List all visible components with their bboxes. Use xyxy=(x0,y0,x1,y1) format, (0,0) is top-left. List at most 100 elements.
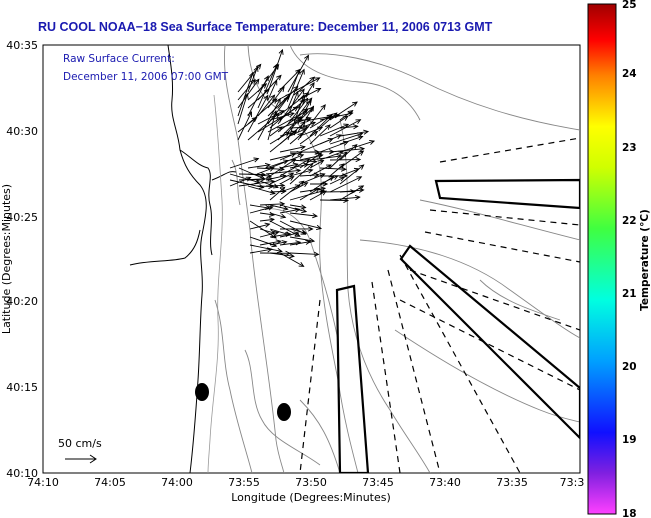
current-vector xyxy=(339,125,358,129)
current-vector-head xyxy=(271,98,278,104)
current-vector xyxy=(329,151,348,169)
current-vector-head xyxy=(276,117,283,123)
current-vector xyxy=(329,176,345,185)
current-vector xyxy=(259,231,279,238)
current-vector-head xyxy=(264,204,271,211)
current-vector-head xyxy=(307,226,314,232)
current-vector xyxy=(256,185,274,188)
current-vector-head xyxy=(277,126,283,132)
current-vector-head xyxy=(271,242,278,248)
current-vector xyxy=(229,173,260,184)
current-vector xyxy=(289,169,313,177)
current-vector xyxy=(229,158,259,169)
current-vector xyxy=(237,117,257,133)
current-vector-head xyxy=(331,112,338,118)
y-tick: 40:10 xyxy=(6,467,38,480)
current-vector-head xyxy=(352,101,358,107)
current-vector xyxy=(237,111,252,141)
current-vector-head xyxy=(315,87,322,93)
current-vector-head xyxy=(282,205,289,211)
current-vector xyxy=(289,163,309,169)
current-vector xyxy=(247,173,272,177)
current-vector xyxy=(269,241,287,246)
current-vector xyxy=(309,114,340,121)
current-vector-head xyxy=(327,137,334,143)
current-vector-head xyxy=(294,207,301,213)
current-vector-head xyxy=(258,184,265,190)
current-vector xyxy=(339,164,364,185)
current-vector xyxy=(237,79,260,109)
current-vector-head xyxy=(276,248,283,254)
current-vector-head xyxy=(268,183,275,189)
current-vector xyxy=(279,99,305,121)
current-vector-head xyxy=(300,94,305,101)
current-vector xyxy=(265,175,286,181)
colorbar-tick: 22 xyxy=(622,215,637,227)
current-vector xyxy=(279,153,296,161)
current-vector xyxy=(259,203,285,206)
current-vector-head xyxy=(272,63,278,70)
current-vector-head xyxy=(264,222,271,228)
current-vector-head xyxy=(279,166,285,172)
current-vector xyxy=(299,107,314,121)
current-vector-head xyxy=(261,83,268,89)
current-vector xyxy=(299,152,322,169)
current-vector xyxy=(279,180,304,201)
current-vector-head xyxy=(347,111,354,117)
current-vector-head xyxy=(253,65,259,72)
current-vector xyxy=(247,185,275,194)
annotation-line-2: December 11, 2006 07:00 GMT xyxy=(63,71,229,83)
x-tick: 73:55 xyxy=(228,476,260,489)
current-vector xyxy=(299,131,318,145)
current-vector xyxy=(249,223,270,230)
y-tick: 40:35 xyxy=(6,39,38,52)
current-vector xyxy=(277,77,320,101)
current-vector xyxy=(257,64,278,109)
current-vector-head xyxy=(273,230,280,236)
current-vector-head xyxy=(306,99,312,106)
current-vector xyxy=(247,66,258,93)
current-vector xyxy=(256,167,274,175)
annotation-line-1: Raw Surface Current: xyxy=(63,53,175,65)
current-vector xyxy=(237,72,254,117)
current-vector xyxy=(309,114,332,129)
current-vector-head xyxy=(316,152,323,158)
current-vector-head xyxy=(310,121,317,127)
current-vector xyxy=(339,135,363,145)
current-vector-head xyxy=(309,76,316,82)
map-layers xyxy=(43,45,580,473)
current-vector-head xyxy=(304,54,309,61)
current-vector-head xyxy=(359,146,366,152)
station-marker xyxy=(195,383,209,401)
current-vector xyxy=(339,110,353,121)
current-vector-head xyxy=(316,224,323,230)
current-vector-head xyxy=(339,163,345,169)
colorbar-tick: 19 xyxy=(622,434,637,446)
current-vector-head xyxy=(280,188,287,195)
current-vector-head xyxy=(266,173,272,179)
current-vector-head xyxy=(342,140,349,146)
current-vector xyxy=(279,241,301,246)
colorbar-tick: 18 xyxy=(622,508,637,518)
y-axis-label: Latitude (Degrees:Minutes) xyxy=(0,184,13,334)
scale-arrow xyxy=(65,454,97,464)
current-vector-head xyxy=(268,166,275,172)
current-vector-head xyxy=(314,77,321,83)
current-vector-head xyxy=(357,135,364,141)
current-vector xyxy=(319,141,349,153)
current-vector-head xyxy=(336,153,343,160)
current-vector-head xyxy=(327,113,333,120)
current-vector xyxy=(279,232,299,238)
current-vector-head xyxy=(301,208,308,214)
x-axis-label: Longitude (Degrees:Minutes) xyxy=(231,491,391,504)
current-vector xyxy=(279,117,311,129)
coverage-wedges xyxy=(335,178,580,473)
current-vectors xyxy=(229,48,376,267)
x-tick: 73:50 xyxy=(295,476,327,489)
current-vector-head xyxy=(300,128,307,133)
current-vector-head xyxy=(318,189,325,195)
current-vector xyxy=(249,206,273,214)
current-vector xyxy=(319,151,344,161)
colorbar-ticks: 25 24 23 22 21 20 19 18 xyxy=(622,0,637,518)
